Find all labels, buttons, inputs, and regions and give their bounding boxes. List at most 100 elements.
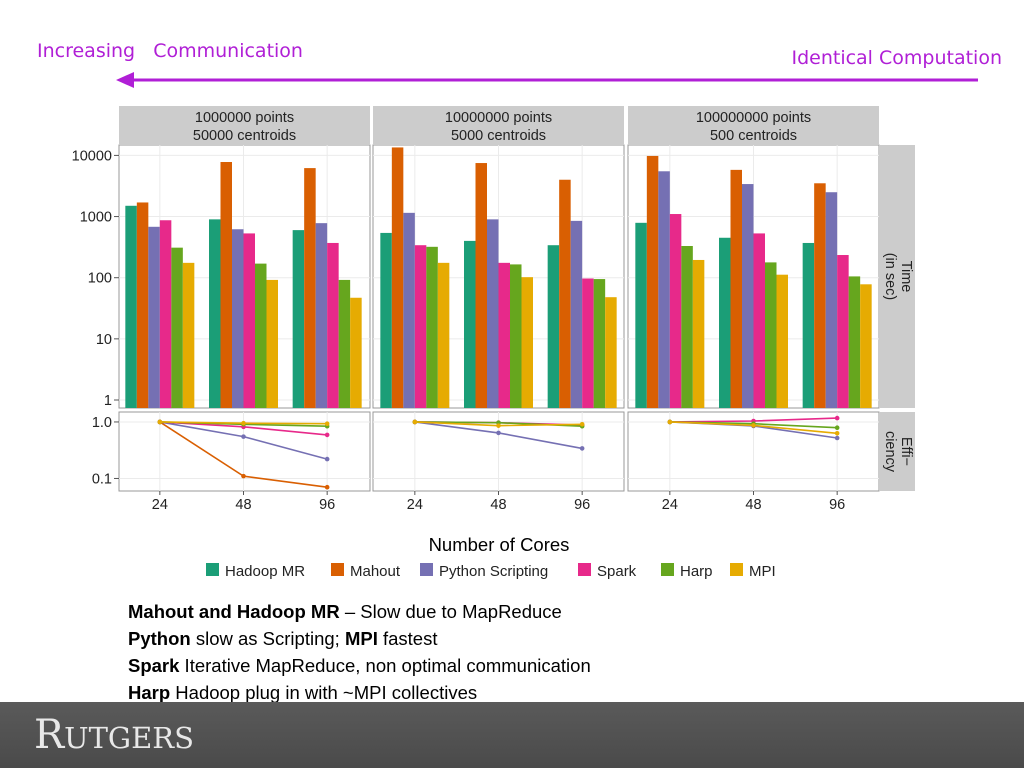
bar-0-4-0 xyxy=(171,247,183,408)
note-2-bold2: MPI xyxy=(344,628,378,649)
eff-point-1-2-1 xyxy=(496,430,501,436)
bar-2-0-1 xyxy=(719,237,731,408)
bar-0-0-2 xyxy=(292,230,305,408)
note-line-4: Harp Hadoop plug in with ~MPI collective… xyxy=(128,679,591,706)
bar-2-4-1 xyxy=(765,262,777,408)
eff-point-0-1-2 xyxy=(324,484,330,490)
x-tick-label-2-2: 96 xyxy=(829,497,845,513)
eff-point-0-5-2 xyxy=(324,421,330,427)
x-tick-label-1-0: 24 xyxy=(407,497,423,513)
bar-1-0-1 xyxy=(464,240,476,408)
note-3-bold: Spark xyxy=(128,655,180,676)
bar-1-2-1 xyxy=(487,219,499,408)
logo-rest: UTGERS xyxy=(64,721,194,755)
bar-1-1-1 xyxy=(475,163,487,408)
eff-point-2-5-2 xyxy=(834,430,840,436)
x-axis-title: Number of Cores xyxy=(429,534,570,555)
legend-label-2: Python Scripting xyxy=(439,563,548,580)
bar-2-0-0 xyxy=(635,222,647,408)
eff-point-2-5-0 xyxy=(667,419,673,425)
bar-1-0-2 xyxy=(547,245,560,408)
increasing-communication-label: Increasing Communication xyxy=(37,40,303,62)
bar-0-5-0 xyxy=(182,262,195,408)
bar-2-3-0 xyxy=(669,214,682,408)
identical-computation-label: Identical Computation xyxy=(791,47,1002,69)
bar-2-2-2 xyxy=(825,192,838,408)
bar-2-1-2 xyxy=(814,183,826,408)
legend-label-3: Spark xyxy=(597,563,637,580)
bar-0-0-1 xyxy=(209,219,221,408)
bar-2-3-2 xyxy=(837,255,849,408)
bar-1-0-0 xyxy=(380,232,392,408)
bar-1-1-0 xyxy=(391,147,404,409)
eff-ytick-label-0: 0.1 xyxy=(92,471,112,487)
eff-point-0-3-2 xyxy=(324,432,330,438)
notes-block: Mahout and Hadoop MR – Slow due to MapRe… xyxy=(128,598,591,706)
legend-label-4: Harp xyxy=(680,563,713,580)
note-line-1: Mahout and Hadoop MR – Slow due to MapRe… xyxy=(128,598,591,625)
legend-swatch-2 xyxy=(420,563,433,576)
eff-point-0-5-0 xyxy=(157,419,163,425)
bar-2-5-0 xyxy=(692,259,705,408)
bar-2-1-1 xyxy=(730,169,742,408)
legend-swatch-0 xyxy=(206,563,219,576)
x-tick-label-2-1: 48 xyxy=(745,497,761,513)
facet-title-line1-1: 10000000 points xyxy=(445,110,552,126)
time-ytick-label-4: 10000 xyxy=(72,148,112,164)
time-side-strip xyxy=(880,145,915,408)
time-ytick-label-1: 10 xyxy=(96,332,112,348)
eff-side-strip xyxy=(880,412,915,491)
note-1-bold: Mahout and Hadoop MR xyxy=(128,601,340,622)
eff-ytick-label-1: 1.0 xyxy=(92,415,112,431)
bar-2-5-2 xyxy=(860,284,872,408)
facet-strip-1 xyxy=(373,106,624,144)
bar-0-4-1 xyxy=(255,263,267,408)
facet-strip-2 xyxy=(628,106,879,144)
x-tick-label-1-1: 48 xyxy=(490,497,506,513)
facet-title-line1-0: 1000000 points xyxy=(195,110,294,126)
facet-strip-0 xyxy=(119,106,370,144)
logo-first-letter: R xyxy=(34,712,65,758)
bar-1-4-1 xyxy=(510,264,522,408)
bar-2-3-1 xyxy=(753,233,765,408)
legend-swatch-1 xyxy=(331,563,344,576)
time-strip-label-2: (in sec) xyxy=(882,253,898,301)
bar-0-2-0 xyxy=(148,226,160,408)
eff-point-2-2-2 xyxy=(834,435,840,441)
bar-2-0-2 xyxy=(802,242,815,408)
bar-1-4-0 xyxy=(426,246,438,408)
eff-point-1-2-2 xyxy=(579,446,585,451)
facet-title-line1-2: 100000000 points xyxy=(696,110,811,126)
note-4-text: Hadoop plug in with ~MPI collectives xyxy=(170,682,478,703)
bar-2-5-1 xyxy=(776,274,788,408)
facet-title-line2-2: 500 centroids xyxy=(710,128,797,144)
bar-0-5-1 xyxy=(266,279,278,408)
x-tick-label-0-1: 48 xyxy=(235,497,251,513)
bar-1-5-1 xyxy=(521,277,533,408)
bar-1-2-0 xyxy=(403,212,415,408)
note-line-2: Python slow as Scripting; MPI fastest xyxy=(128,625,591,652)
bar-1-5-0 xyxy=(437,262,450,408)
legend-swatch-4 xyxy=(661,563,674,576)
bar-2-2-1 xyxy=(742,184,754,408)
eff-point-0-2-1 xyxy=(241,434,246,439)
x-tick-label-0-0: 24 xyxy=(152,497,168,513)
bar-0-0-0 xyxy=(125,205,137,408)
note-2-text: slow as Scripting; xyxy=(190,628,345,649)
eff-point-0-5-1 xyxy=(241,420,246,426)
legend-label-5: MPI xyxy=(749,563,776,580)
note-1-text: – Slow due to MapReduce xyxy=(339,601,562,622)
bar-0-2-2 xyxy=(315,223,328,408)
legend-swatch-3 xyxy=(578,563,591,576)
bar-0-4-2 xyxy=(338,279,351,408)
note-2-bold: Python xyxy=(128,628,191,649)
x-tick-label-0-2: 96 xyxy=(319,497,335,513)
eff-point-2-5-1 xyxy=(751,423,756,428)
eff-point-2-4-2 xyxy=(834,425,840,431)
bar-0-1-1 xyxy=(220,162,232,408)
legend-swatch-5 xyxy=(730,563,743,576)
bar-0-3-0 xyxy=(159,220,172,408)
bar-1-3-1 xyxy=(498,262,510,408)
bar-1-3-2 xyxy=(582,278,594,408)
